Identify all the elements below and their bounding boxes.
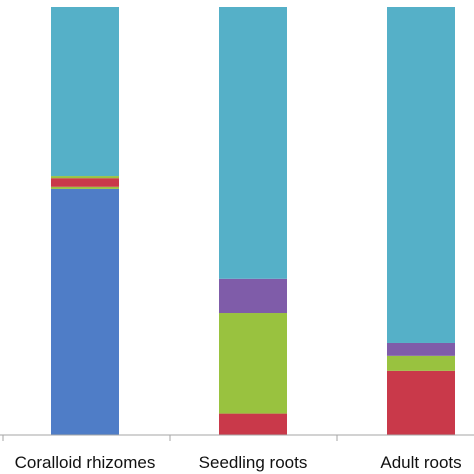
bar-segment-1-5 — [51, 178, 119, 187]
x-axis-ticks — [2, 435, 338, 441]
bar-segment-1-2 — [51, 188, 119, 435]
bar-segment-2-7 — [219, 7, 287, 279]
bar-segment-3-3 — [387, 355, 455, 371]
bar-segment-2-1 — [219, 413, 287, 435]
bar-segment-1-6 — [51, 176, 119, 179]
bar-segment-2-3 — [219, 313, 287, 414]
x-axis-tick-labels: Coralloid rhizomes Seedling roots Adult ro… — [15, 453, 462, 472]
x-tick-label-3: Adult roots — [380, 453, 461, 472]
bar-segment-3-1 — [387, 370, 455, 435]
bar-segment-3-4 — [387, 342, 455, 356]
bar-segment-1-3 — [51, 186, 119, 189]
bar-segment-2-4 — [219, 278, 287, 314]
bar-segment-1-7 — [51, 7, 119, 177]
x-tick-label-2: Seedling roots — [199, 453, 308, 472]
bar-segment-3-7 — [387, 7, 455, 343]
bars-group — [51, 7, 455, 435]
x-tick-label-1: Coralloid rhizomes — [15, 453, 156, 472]
